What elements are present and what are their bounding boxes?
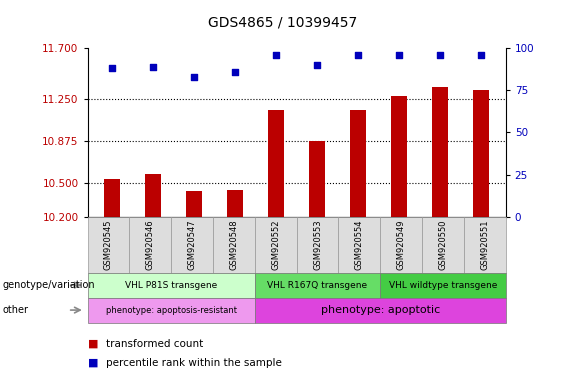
Bar — [473, 90, 489, 384]
Text: genotype/variation: genotype/variation — [3, 280, 95, 290]
Point — [394, 52, 403, 58]
Text: other: other — [3, 305, 29, 315]
Text: phenotype: apoptotic: phenotype: apoptotic — [320, 305, 440, 315]
Text: GSM920554: GSM920554 — [355, 220, 364, 270]
Text: GSM920550: GSM920550 — [438, 220, 447, 270]
Point — [272, 52, 281, 58]
Point — [231, 69, 240, 75]
Point — [190, 74, 199, 80]
Text: GSM920546: GSM920546 — [146, 220, 155, 270]
Text: GSM920548: GSM920548 — [229, 220, 238, 270]
Text: VHL wildtype transgene: VHL wildtype transgene — [389, 281, 497, 290]
Text: ■: ■ — [88, 358, 98, 368]
Text: GSM920553: GSM920553 — [313, 220, 322, 270]
Text: GSM920545: GSM920545 — [104, 220, 113, 270]
Text: GDS4865 / 10399457: GDS4865 / 10399457 — [208, 15, 357, 29]
Bar — [145, 174, 162, 384]
Bar — [227, 190, 244, 384]
Text: GSM920549: GSM920549 — [397, 220, 406, 270]
Text: GSM920551: GSM920551 — [480, 220, 489, 270]
Point — [436, 52, 445, 58]
Bar — [432, 88, 448, 384]
Text: percentile rank within the sample: percentile rank within the sample — [106, 358, 281, 368]
Bar — [186, 191, 202, 384]
Bar — [104, 179, 120, 384]
Bar — [350, 110, 366, 384]
Text: VHL P81S transgene: VHL P81S transgene — [125, 281, 218, 290]
Text: GSM920547: GSM920547 — [188, 220, 197, 270]
Bar — [309, 141, 325, 384]
Text: phenotype: apoptosis-resistant: phenotype: apoptosis-resistant — [106, 306, 237, 314]
Point — [312, 62, 321, 68]
Text: ■: ■ — [88, 339, 98, 349]
Bar — [391, 96, 407, 384]
Point — [149, 63, 158, 70]
Point — [476, 52, 485, 58]
Text: GSM920552: GSM920552 — [271, 220, 280, 270]
Point — [108, 65, 117, 71]
Text: VHL R167Q transgene: VHL R167Q transgene — [267, 281, 368, 290]
Text: transformed count: transformed count — [106, 339, 203, 349]
Point — [354, 52, 363, 58]
Bar — [268, 110, 284, 384]
